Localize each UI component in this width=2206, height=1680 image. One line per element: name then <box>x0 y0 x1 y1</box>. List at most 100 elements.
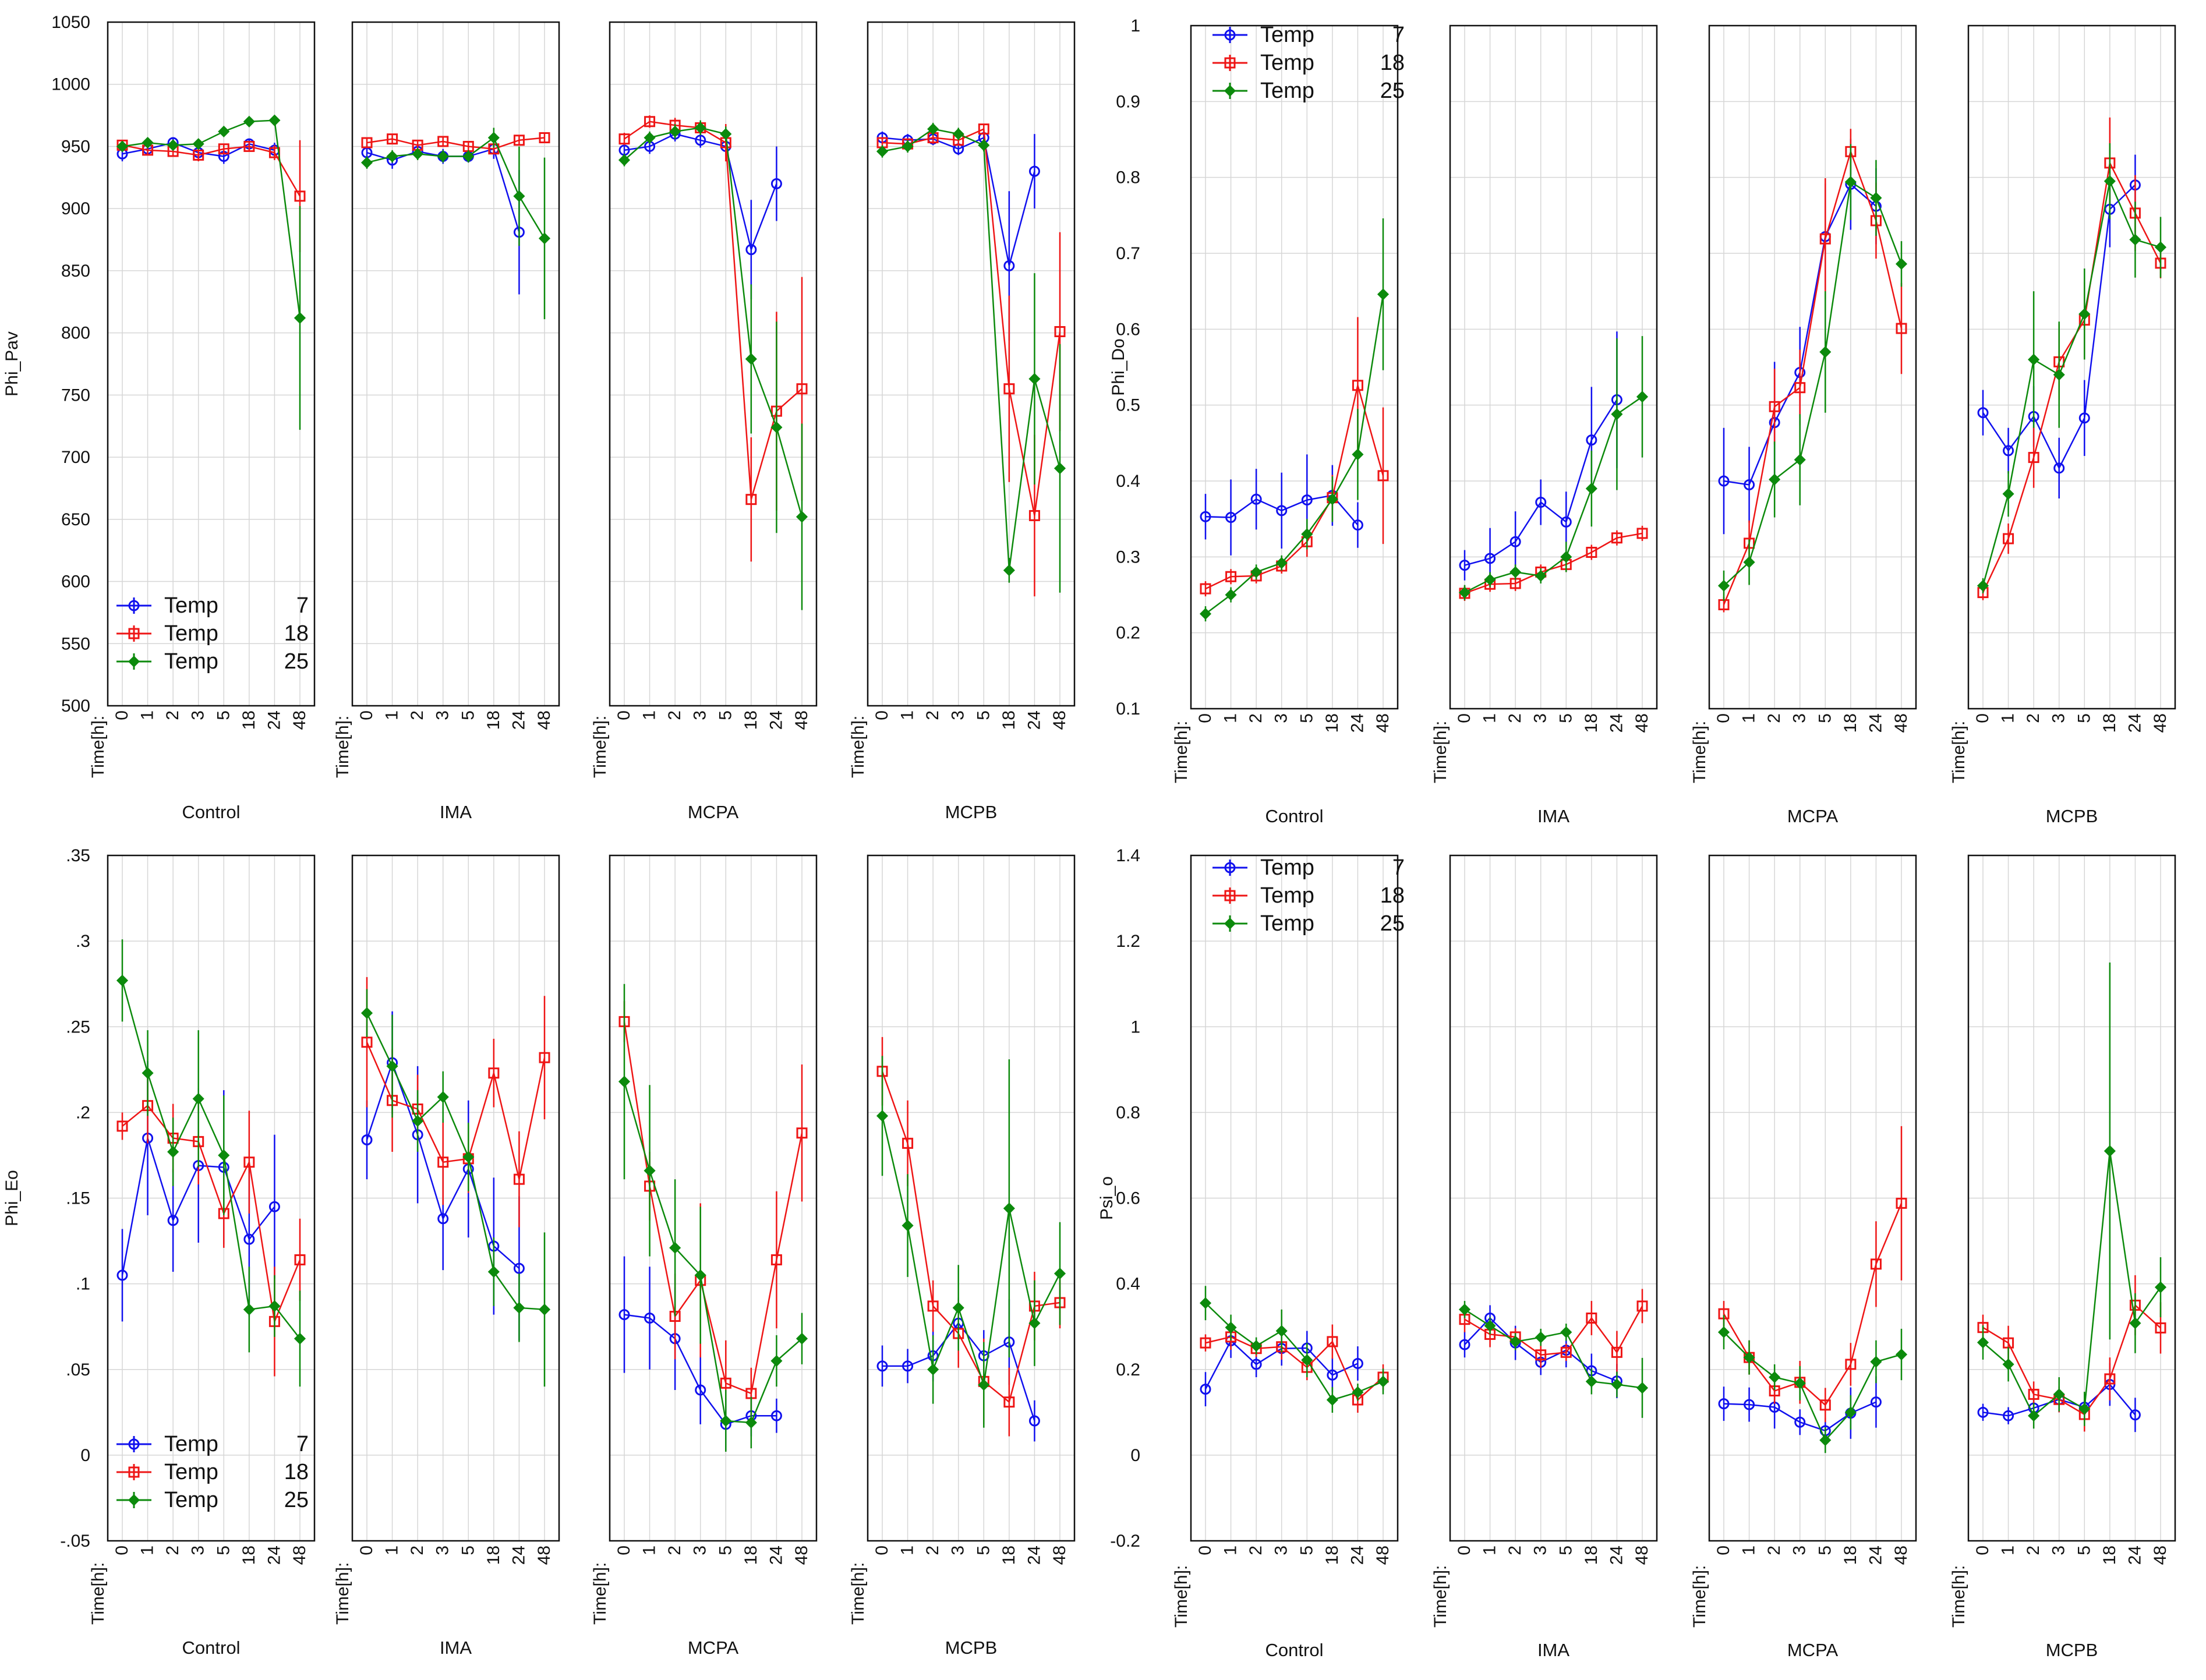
panel-name: MCPB <box>2046 806 2098 826</box>
y-tick-label: 850 <box>61 261 90 281</box>
data-point <box>1275 1325 1288 1337</box>
data-point <box>116 140 129 153</box>
data-point <box>2028 1388 2039 1400</box>
series-temp-25 <box>876 1056 1066 1428</box>
data-point <box>695 1384 706 1396</box>
x-tick-label: 48 <box>1892 1545 1911 1565</box>
x-tick-label: 5 <box>1815 713 1834 723</box>
data-point <box>1225 589 1237 601</box>
data-point <box>488 1067 500 1079</box>
x-tick-label: 5 <box>1297 1545 1316 1555</box>
data-point <box>770 1254 782 1265</box>
series-line <box>1723 181 1903 586</box>
data-point <box>513 1301 525 1314</box>
x-tick-label: 2 <box>665 710 684 720</box>
data-point <box>1819 346 1832 358</box>
data-point <box>1794 1377 1806 1389</box>
x-tick-label: 1 <box>640 1545 659 1555</box>
x-tick-label: 0 <box>357 710 376 720</box>
x-tick-label: 5 <box>2074 713 2094 723</box>
panel-frame <box>351 21 560 707</box>
y-tick-label: -0.2 <box>1110 1532 1140 1551</box>
data-point <box>796 383 808 395</box>
panel-name: IMA <box>440 802 472 822</box>
x-tick-label: 2 <box>163 710 182 720</box>
series-temp-25 <box>618 984 808 1452</box>
legend-marker <box>128 1494 140 1506</box>
x-tick-label: 1 <box>1221 713 1240 723</box>
x-tick-label: 24 <box>2125 713 2144 733</box>
data-point <box>1586 547 1597 558</box>
data-point <box>1585 1375 1597 1388</box>
x-tick-label: 48 <box>2151 1545 2170 1565</box>
series-line <box>1205 1302 1384 1401</box>
data-point <box>437 150 449 162</box>
x-tick-label: 1 <box>640 710 659 720</box>
data-point <box>644 1312 656 1324</box>
y-tick-label: 650 <box>61 510 90 529</box>
data-point <box>618 133 630 145</box>
data-point <box>1377 1375 1390 1388</box>
data-point <box>902 140 914 153</box>
data-point <box>1250 1359 1262 1370</box>
series-temp-18 <box>876 123 1066 597</box>
data-point <box>243 115 255 128</box>
y-tick-label: 0.5 <box>1116 396 1140 415</box>
legend-label: Temp <box>1260 911 1314 936</box>
data-point <box>437 136 449 147</box>
data-point <box>243 1233 255 1245</box>
series-line <box>624 121 802 500</box>
data-point <box>2002 1358 2014 1370</box>
data-point <box>1535 1331 1547 1343</box>
x-tick-label: 0 <box>1196 1545 1215 1555</box>
data-point <box>294 1332 306 1345</box>
x-tick-label: 3 <box>2049 1545 2069 1555</box>
x-tick-label: 48 <box>2151 713 2170 733</box>
series-line <box>1723 1202 1903 1406</box>
x-tick-label: 1 <box>1480 713 1500 723</box>
x-tick-label: 48 <box>1050 710 1069 730</box>
series-temp-25 <box>360 989 551 1387</box>
data-point <box>1250 566 1263 578</box>
panel-control: 0 1 2 3 5 18 24 48 Time[h]: Control <box>1172 854 1399 1660</box>
legend-marker <box>1224 890 1236 901</box>
legend-label: Temp <box>164 1460 218 1484</box>
data-point <box>1870 192 1882 204</box>
data-point <box>192 1092 204 1105</box>
x-tick-label: 18 <box>1582 1545 1601 1565</box>
panel-frame <box>1449 24 1658 710</box>
data-point <box>1844 176 1857 188</box>
data-point <box>1053 462 1066 475</box>
data-point <box>1895 258 1908 270</box>
data-point <box>644 1165 656 1177</box>
data-point <box>694 1269 706 1281</box>
x-tick-label: 48 <box>1632 713 1652 733</box>
x-tick-label: 5 <box>214 1545 233 1555</box>
legend-value: 25 <box>284 649 309 674</box>
x-tick-label: 48 <box>1373 713 1392 733</box>
data-point <box>218 125 230 137</box>
data-point <box>437 1091 449 1103</box>
legend-label: Temp <box>164 593 218 618</box>
x-tick-label: 3 <box>189 710 208 720</box>
series-line <box>623 1021 803 1395</box>
x-tick-label: 3 <box>2049 713 2069 723</box>
data-point <box>695 135 706 146</box>
legend-marker <box>128 600 140 611</box>
data-point <box>770 1354 783 1367</box>
data-point <box>2053 462 2065 474</box>
data-point <box>1054 326 1066 338</box>
panel-name: IMA <box>1537 806 1569 826</box>
data-point <box>796 511 808 523</box>
data-point <box>513 1262 525 1274</box>
data-point <box>1484 574 1496 586</box>
x-axis-label: Time[h]: <box>591 716 610 778</box>
x-tick-label: 0 <box>614 710 634 720</box>
data-point <box>2104 175 2116 188</box>
legend-label: Temp <box>1260 855 1314 880</box>
data-point <box>294 312 306 324</box>
series-line <box>881 1115 1061 1385</box>
data-point <box>1352 1386 1364 1398</box>
data-point <box>796 1332 808 1345</box>
data-point <box>1636 528 1648 539</box>
